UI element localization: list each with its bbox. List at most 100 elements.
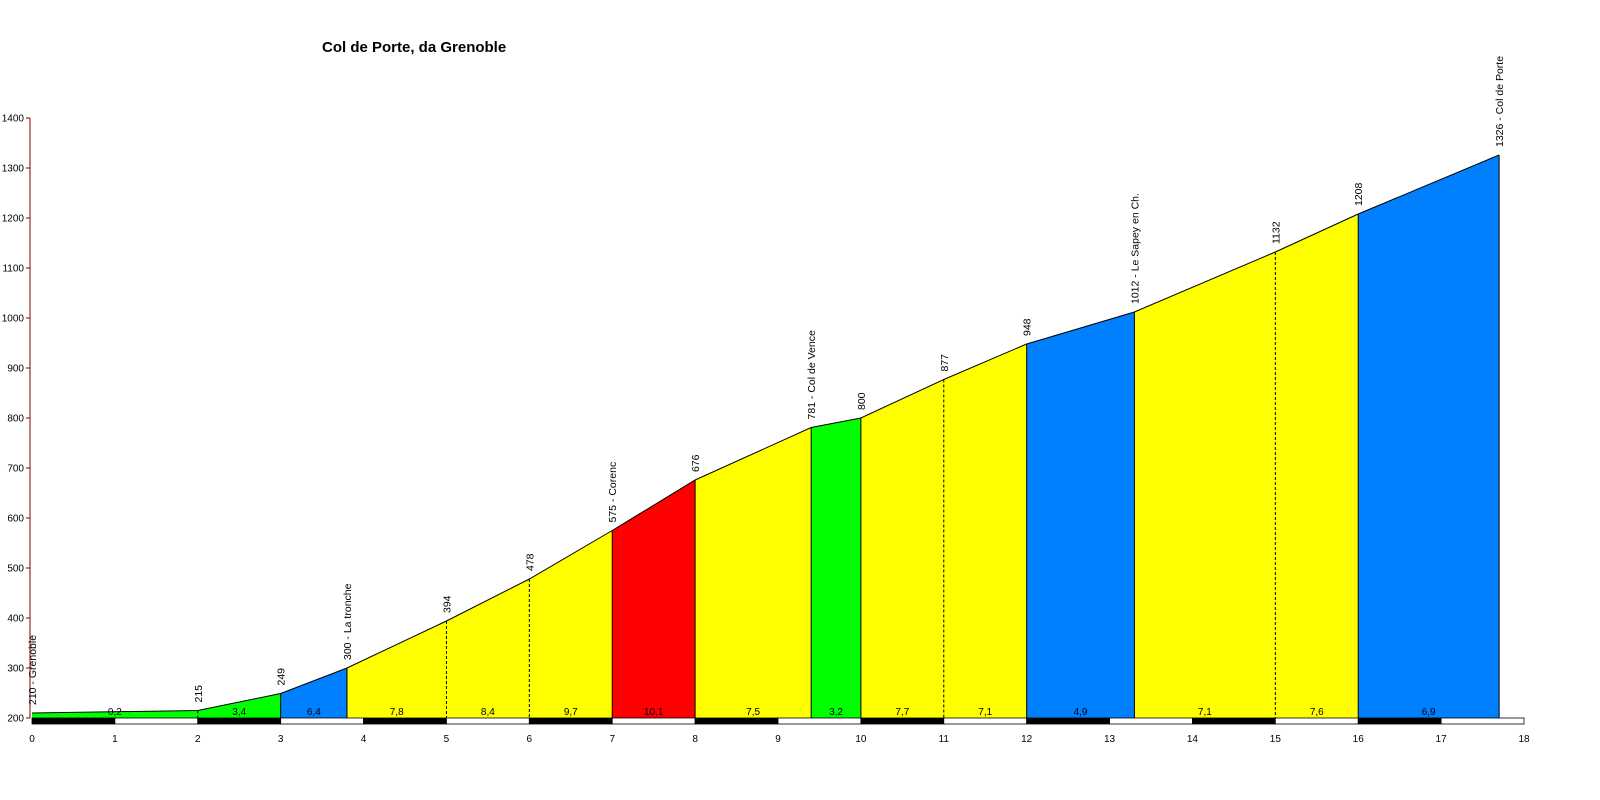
scale-bar-km-7 <box>611 717 696 725</box>
y-tick-label: 600 <box>7 514 24 525</box>
segment-fill-5 <box>529 530 613 718</box>
y-tick-label: 1000 <box>2 314 25 325</box>
axes <box>26 117 31 719</box>
y-tick-label: 200 <box>7 714 24 725</box>
gradient-label-1: 3,4 <box>232 707 246 718</box>
segment-fills <box>32 155 1500 718</box>
segment-fill-12 <box>1134 252 1276 718</box>
point-labels: 210 - Grenoble 215 249 300 - La tronche 394 4… <box>27 56 1506 705</box>
x-tick-label: 7 <box>609 734 615 745</box>
scale-bar-km-9 <box>777 717 862 725</box>
x-tick-label: 18 <box>1518 734 1530 745</box>
point-label-2: 249 <box>276 668 288 686</box>
x-tick-label: 0 <box>29 734 35 745</box>
point-label-8: 781 - Col de Vence <box>806 330 818 419</box>
segment-fill-4 <box>446 579 530 718</box>
x-tick-label: 10 <box>855 734 867 745</box>
y-tick-label: 900 <box>7 364 24 375</box>
y-tick-label: 800 <box>7 414 24 425</box>
y-tick-label: 1100 <box>2 264 24 275</box>
segment-fill-3 <box>346 621 447 718</box>
gradient-label-11: 4,9 <box>1074 707 1088 718</box>
gradient-label-6: 10,1 <box>644 707 664 718</box>
scale-bar-km-11 <box>943 717 1028 725</box>
x-tick-label: 5 <box>444 734 450 745</box>
scale-bar-km-13 <box>1109 717 1193 725</box>
point-label-11: 948 <box>1022 318 1034 336</box>
point-label-14: 1208 <box>1353 182 1365 206</box>
y-tick-label: 400 <box>7 614 24 625</box>
gradient-label-9: 7,7 <box>895 707 909 718</box>
profile-line <box>31 154 1500 714</box>
scale-bar-km-1 <box>114 717 199 725</box>
segment-fill-10 <box>943 344 1027 718</box>
point-label-13: 1132 <box>1270 221 1282 244</box>
segment-fill-6 <box>612 480 696 718</box>
gradient-label-2: 6,4 <box>307 707 321 718</box>
segment-fill-14 <box>1358 155 1500 718</box>
scale-bar-km-15 <box>1274 717 1359 725</box>
point-label-3: 300 - La tronche <box>342 583 354 660</box>
y-tick-label: 300 <box>7 664 24 675</box>
scale-bar-km-0 <box>31 717 116 725</box>
chart-title: Col de Porte, da Grenoble <box>322 39 507 56</box>
scale-bar-km-8 <box>694 717 779 725</box>
point-label-6: 575 - Corenc <box>607 462 619 523</box>
x-tick-label: 6 <box>527 734 533 745</box>
profile-outline <box>31 154 1500 714</box>
gradient-labels: 0,2 3,4 6,4 7,8 8,4 9,7 10,1 7,5 3,2 7,7 7,1 4,9 7,1… <box>108 707 1436 718</box>
point-label-9: 800 <box>856 392 868 410</box>
scale-bar-km-4 <box>363 717 447 725</box>
scale-bar-km-3 <box>280 717 364 725</box>
point-label-7: 676 <box>690 454 702 472</box>
scale-bar-km-17 <box>1440 717 1525 725</box>
scale-bar-km-14 <box>1192 717 1276 725</box>
scale-bar-km-12 <box>1026 717 1110 725</box>
y-tick-label: 1300 <box>2 164 25 175</box>
x-tick-label: 12 <box>1021 734 1033 745</box>
x-tick-label: 16 <box>1353 734 1365 745</box>
gradient-label-13: 7,6 <box>1310 707 1324 718</box>
scale-bar-km-5 <box>446 717 530 725</box>
y-tick-label: 700 <box>7 464 24 475</box>
km-scale-bar <box>31 717 1525 725</box>
gradient-label-4: 8,4 <box>481 707 495 718</box>
x-tick-label: 13 <box>1104 734 1116 745</box>
x-tick-label: 9 <box>775 734 781 745</box>
y-tick-label: 1400 <box>2 114 25 125</box>
point-label-0: 210 - Grenoble <box>27 635 39 705</box>
x-tick-label: 14 <box>1187 734 1199 745</box>
x-tick-label: 1 <box>112 734 118 745</box>
tick-labels: 2003004005006007008009001000110012001300… <box>2 114 1530 746</box>
scale-bar-km-16 <box>1357 717 1442 725</box>
gradient-label-3: 7,8 <box>390 707 404 718</box>
x-tick-label: 8 <box>692 734 698 745</box>
segment-fill-2 <box>280 668 347 718</box>
segment-fill-13 <box>1275 214 1359 718</box>
point-label-4: 394 <box>441 595 453 613</box>
gradient-label-0: 0,2 <box>108 707 122 718</box>
scale-bar-km-6 <box>528 717 613 725</box>
gradient-label-7: 7,5 <box>746 707 760 718</box>
x-tick-label: 4 <box>361 734 367 745</box>
segment-fill-1 <box>197 693 281 718</box>
segment-fill-7 <box>695 427 812 718</box>
point-label-12: 1012 - Le Sapey en Ch. <box>1129 193 1141 304</box>
x-tick-label: 3 <box>278 734 284 745</box>
segment-dividers <box>197 155 1500 718</box>
x-tick-label: 15 <box>1270 734 1282 745</box>
scale-bar-km-2 <box>197 717 282 725</box>
segment-fill-9 <box>860 379 944 718</box>
x-tick-label: 2 <box>195 734 201 745</box>
point-label-15: 1326 - Col de Porte <box>1494 56 1506 147</box>
gradient-label-8: 3,2 <box>829 707 843 718</box>
segment-fill-11 <box>1026 312 1135 718</box>
y-tick-label: 500 <box>7 564 24 575</box>
point-label-1: 215 <box>193 685 205 703</box>
point-label-10: 877 <box>939 354 951 372</box>
gradient-label-12: 7,1 <box>1198 707 1212 718</box>
gradient-label-14: 6,9 <box>1422 707 1436 718</box>
point-label-5: 478 <box>524 553 536 571</box>
